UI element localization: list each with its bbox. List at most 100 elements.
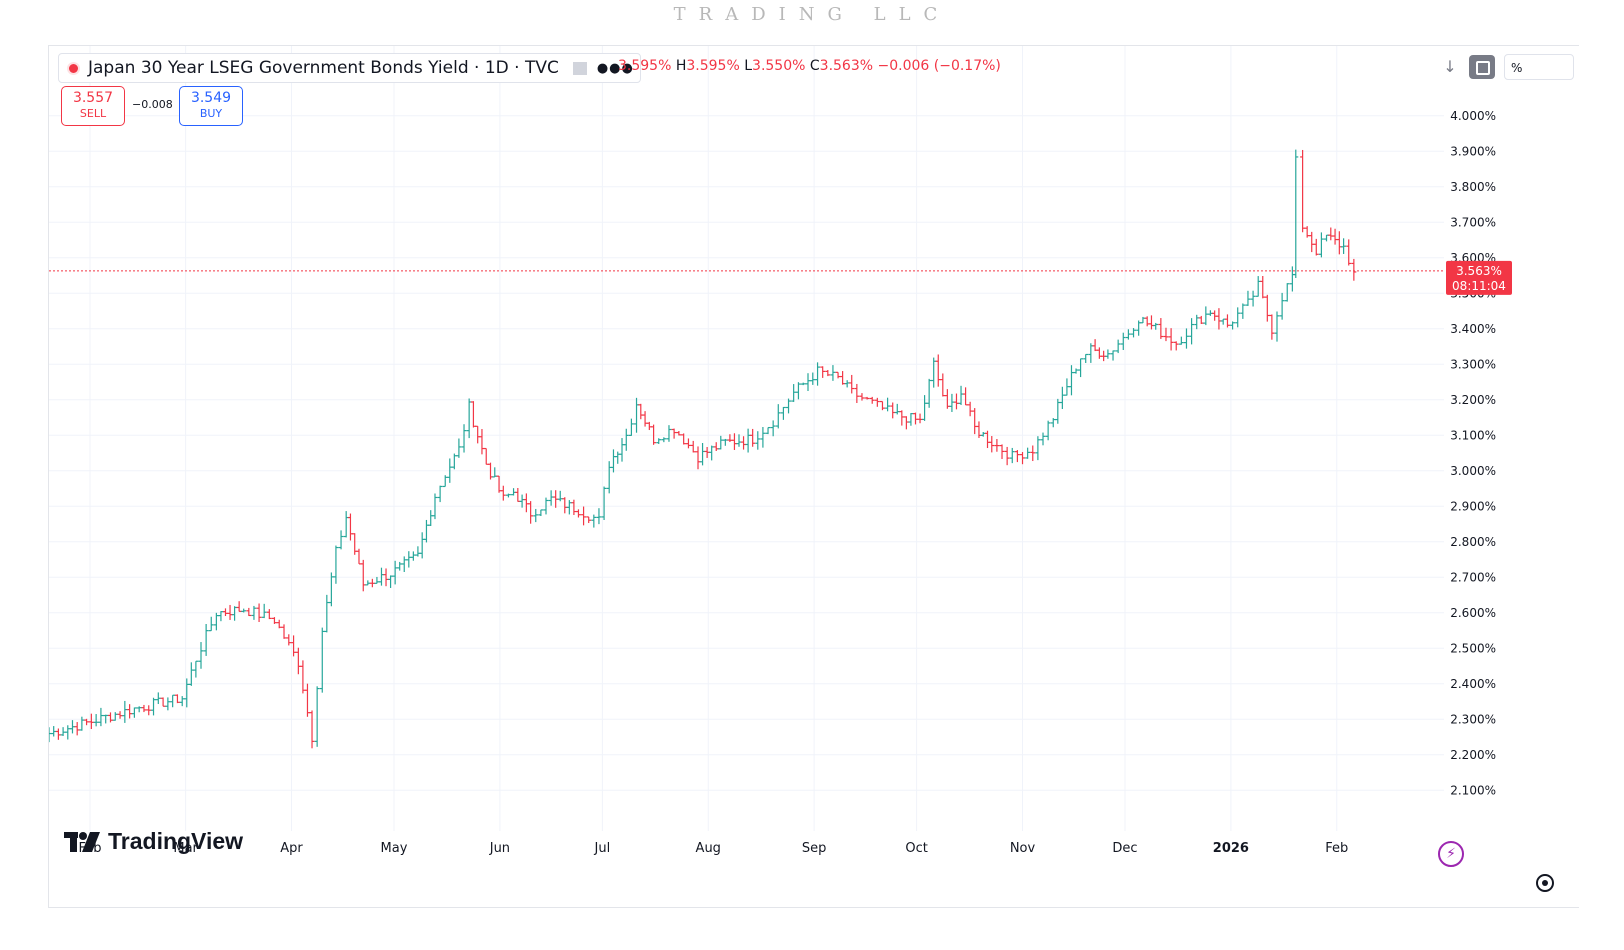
ohlc-bar[interactable] (985, 430, 991, 449)
ohlc-bar[interactable] (596, 508, 602, 525)
ohlc-bar[interactable] (324, 594, 330, 633)
ohlc-bar[interactable] (112, 712, 118, 721)
ohlc-bar[interactable] (700, 442, 706, 466)
ohlc-bar[interactable] (122, 700, 128, 723)
ohlc-bar[interactable] (1115, 339, 1121, 354)
ohlc-bar[interactable] (931, 357, 937, 388)
ohlc-bar[interactable] (994, 439, 1000, 452)
ohlc-bar[interactable] (1313, 238, 1319, 256)
ohlc-bar[interactable] (356, 548, 362, 565)
ohlc-bar[interactable] (646, 421, 652, 431)
ohlc-bar[interactable] (815, 362, 821, 386)
ohlc-bar[interactable] (131, 707, 137, 718)
ohlc-bar[interactable] (591, 514, 597, 528)
ohlc-bar[interactable] (864, 396, 870, 400)
ohlc-bar[interactable] (456, 438, 462, 458)
ohlc-bar[interactable] (810, 372, 816, 385)
ohlc-bar[interactable] (88, 713, 94, 730)
ohlc-bar[interactable] (575, 509, 581, 518)
ohlc-bar[interactable] (523, 493, 529, 513)
ohlc-bar[interactable] (1050, 418, 1056, 428)
ohlc-bar[interactable] (538, 509, 544, 517)
ohlc-bar[interactable] (360, 559, 366, 592)
ohlc-bar[interactable] (745, 428, 751, 453)
ohlc-bar[interactable] (1260, 275, 1266, 299)
ohlc-bar[interactable] (1351, 258, 1357, 281)
ohlc-bar[interactable] (825, 369, 831, 377)
ohlc-bar[interactable] (256, 603, 262, 622)
ohlc-bar[interactable] (1088, 343, 1094, 363)
ohlc-bar[interactable] (874, 397, 880, 407)
ohlc-bar[interactable] (406, 551, 412, 568)
ohlc-bar[interactable] (912, 412, 918, 425)
ohlc-bar[interactable] (1055, 398, 1061, 424)
ohlc-bar[interactable] (1025, 447, 1031, 459)
ohlc-bar[interactable] (1110, 350, 1116, 361)
ohlc-bar[interactable] (519, 494, 525, 508)
ohlc-bar[interactable] (1289, 266, 1295, 292)
ohlc-bar[interactable] (415, 546, 421, 557)
ohlc-bar[interactable] (760, 427, 766, 448)
ohlc-bar[interactable] (999, 444, 1005, 460)
ohlc-bar[interactable] (170, 694, 176, 708)
ohlc-bar[interactable] (271, 617, 277, 624)
ohlc-bar[interactable] (606, 461, 612, 494)
ohlc-bar[interactable] (562, 497, 568, 514)
ohlc-bar[interactable] (1101, 350, 1107, 362)
ohlc-bar[interactable] (1092, 339, 1098, 352)
ohlc-bar[interactable] (791, 384, 797, 402)
ohlc-bar[interactable] (1064, 378, 1070, 396)
ohlc-bar[interactable] (963, 387, 969, 406)
ohlc-bar[interactable] (989, 436, 995, 453)
ohlc-bar[interactable] (107, 712, 113, 723)
ohlc-bar[interactable] (49, 727, 52, 743)
ohlc-bar[interactable] (681, 433, 687, 445)
ohlc-bar[interactable] (1274, 311, 1280, 342)
ohlc-bar[interactable] (492, 467, 498, 478)
ohlc-bar[interactable] (750, 428, 756, 447)
ohlc-bar[interactable] (690, 440, 696, 453)
ohlc-bar[interactable] (338, 530, 344, 550)
ohlc-bar[interactable] (634, 397, 640, 433)
ohlc-bar[interactable] (276, 619, 282, 629)
ohlc-bar[interactable] (141, 704, 147, 713)
ohlc-bar[interactable] (155, 692, 161, 705)
ohlc-bar[interactable] (935, 354, 941, 387)
ohlc-bar[interactable] (51, 726, 57, 737)
ohlc-bar[interactable] (615, 451, 621, 464)
ohlc-bar[interactable] (581, 506, 587, 526)
ohlc-bar[interactable] (770, 420, 776, 437)
ohlc-bar[interactable] (1083, 353, 1089, 363)
ohlc-bar[interactable] (1216, 308, 1222, 330)
ohlc-bar[interactable] (470, 401, 476, 428)
ohlc-bar[interactable] (638, 403, 644, 420)
ohlc-bar[interactable] (184, 678, 190, 708)
ohlc-bar[interactable] (93, 714, 99, 727)
ohlc-bar[interactable] (922, 395, 928, 421)
ohlc-bar[interactable] (623, 428, 629, 451)
ohlc-bar[interactable] (967, 401, 973, 417)
ohlc-bar[interactable] (401, 556, 407, 573)
ohlc-bar[interactable] (601, 486, 607, 520)
ohlc-bar[interactable] (854, 383, 860, 403)
ohlc-bar[interactable] (369, 578, 375, 588)
ohlc-bar[interactable] (365, 580, 371, 586)
visibility-icon[interactable] (572, 61, 587, 75)
ohlc-bar[interactable] (1125, 329, 1131, 340)
ohlc-bar[interactable] (1059, 386, 1065, 410)
ohlc-bar[interactable] (1224, 314, 1230, 328)
ohlc-bar[interactable] (352, 533, 358, 555)
ohlc-bar[interactable] (304, 683, 310, 717)
ohlc-bar[interactable] (533, 508, 539, 523)
ohlc-bar[interactable] (528, 501, 534, 524)
ohlc-bar[interactable] (232, 606, 238, 621)
ohlc-bar[interactable] (428, 510, 434, 527)
ohlc-bar[interactable] (1136, 320, 1142, 336)
ohlc-bar[interactable] (859, 393, 865, 401)
ohlc-bar[interactable] (949, 393, 955, 412)
ohlc-bar[interactable] (1264, 294, 1270, 322)
ohlc-bar[interactable] (709, 445, 715, 461)
ohlc-bar[interactable] (741, 436, 747, 450)
ohlc-bar[interactable] (291, 635, 297, 657)
ohlc-bar[interactable] (146, 705, 152, 716)
